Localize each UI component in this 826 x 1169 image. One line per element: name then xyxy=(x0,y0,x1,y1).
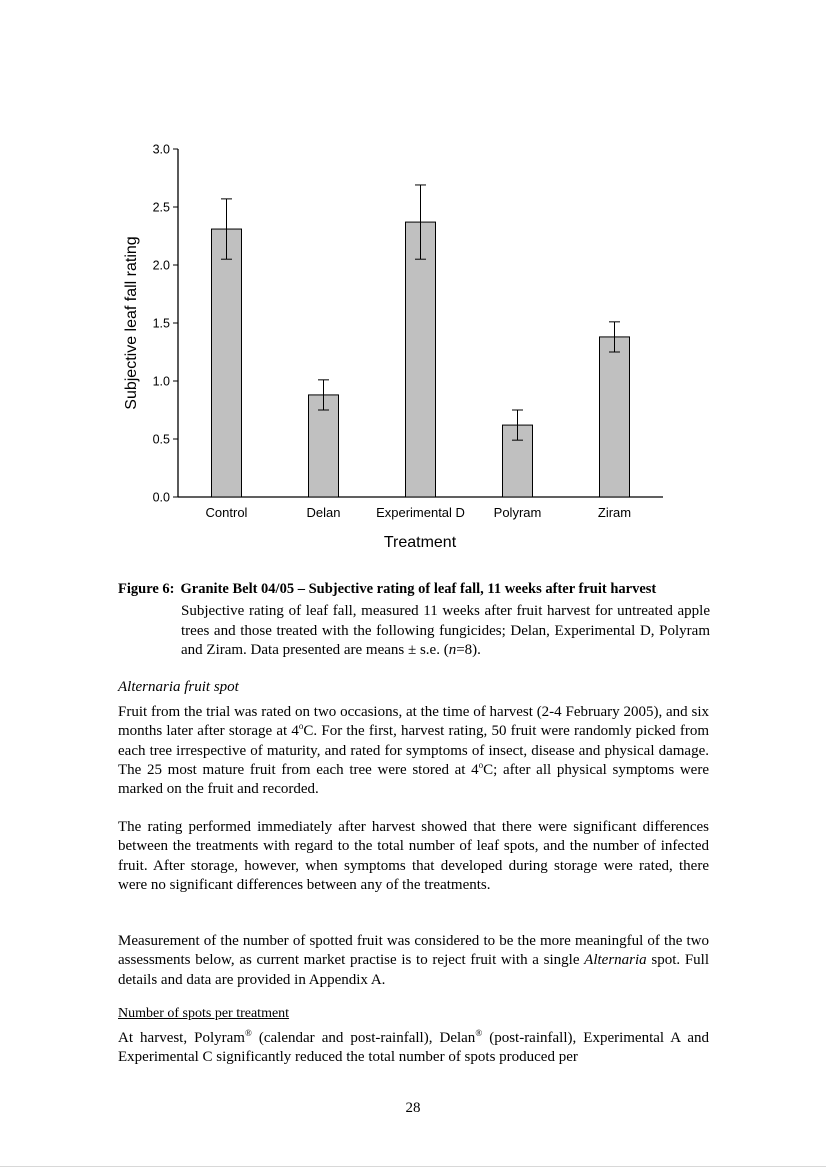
x-tick-label: Ziram xyxy=(598,505,631,520)
caption-text: Subjective rating of leaf fall, measured… xyxy=(181,603,710,658)
p3-text-b: spot. Full details and data are provided… xyxy=(118,952,709,988)
p3-italic: Alternaria xyxy=(584,952,647,969)
p4-text-a: At harvest, Polyram xyxy=(118,1030,245,1046)
registered-sup: ® xyxy=(244,1028,252,1038)
y-axis: 0.0 0.5 1.0 1.5 2.0 2.5 3.0 xyxy=(153,143,179,505)
bar xyxy=(308,394,339,498)
y-tick-label: 1.5 xyxy=(153,317,170,331)
bar xyxy=(405,221,436,498)
x-tick-label: Control xyxy=(206,505,248,520)
degree-sup-2: o xyxy=(478,759,484,770)
p1-text-c: C; after all physical symptoms were mark… xyxy=(118,761,709,798)
caption-n: n xyxy=(448,642,457,658)
paragraph-4: At harvest, Polyram® (calendar and post-… xyxy=(118,1029,709,1068)
page-number: 28 xyxy=(405,1100,421,1116)
paragraph-2: The rating performed immediately after h… xyxy=(118,819,709,893)
degree-sup: o xyxy=(298,721,304,732)
bars xyxy=(211,184,630,498)
x-tick-label: Experimental D xyxy=(376,505,465,520)
y-tick-label: 2.5 xyxy=(153,201,170,215)
p3-text-a: Measurement of the number of spotted fru… xyxy=(118,933,709,969)
p1-text-b: C. For the first, harvest rating, 50 fru… xyxy=(118,723,710,778)
p4-text-b: (calendar and post-rainfall), Delan xyxy=(251,1030,476,1046)
p1-text-a: Fruit from the trial was rated on two oc… xyxy=(118,704,709,740)
x-axis-label: Treatment xyxy=(384,534,457,551)
figure-title: Figure 6: Granite Belt 04/05 – Subjective… xyxy=(118,581,656,598)
y-tick-label: 0.0 xyxy=(153,491,170,505)
x-tick-label: Delan xyxy=(307,505,341,520)
p4-text-c: (post-rainfall), Experimental A and Expe… xyxy=(118,1030,709,1066)
subheading: Number of spots per treatment xyxy=(118,1006,290,1021)
registered-sup-2: ® xyxy=(475,1028,483,1038)
section-heading: Alternaria fruit spot xyxy=(118,679,239,695)
y-tick-label: 0.5 xyxy=(153,433,170,447)
caption-text-end: =8). xyxy=(456,642,481,658)
page-bottom-rule xyxy=(0,1166,826,1167)
figure-caption: Subjective rating of leaf fall, measured… xyxy=(181,602,710,661)
x-axis: Control Delan Experimental D Polyram Ziram xyxy=(178,496,663,520)
paragraph-3: Measurement of the number of spotted fru… xyxy=(118,932,709,990)
y-axis-label: Subjective leaf fall rating xyxy=(123,236,140,409)
bar-chart: 0.0 0.5 1.0 1.5 2.0 2.5 3.0 Control Delan Experi… xyxy=(123,143,663,551)
bar xyxy=(211,228,242,498)
figure-title-text: Granite Belt 04/05 – Subjective rating o… xyxy=(180,581,657,597)
y-tick-label: 2.0 xyxy=(153,259,170,273)
paragraph-1: Fruit from the trial was rated on two oc… xyxy=(118,703,709,799)
x-tick-label: Polyram xyxy=(494,505,542,520)
y-tick-label: 1.0 xyxy=(153,375,170,389)
bar xyxy=(599,336,630,498)
figure-label: Figure 6: xyxy=(118,581,175,597)
y-tick-label: 3.0 xyxy=(153,143,170,157)
